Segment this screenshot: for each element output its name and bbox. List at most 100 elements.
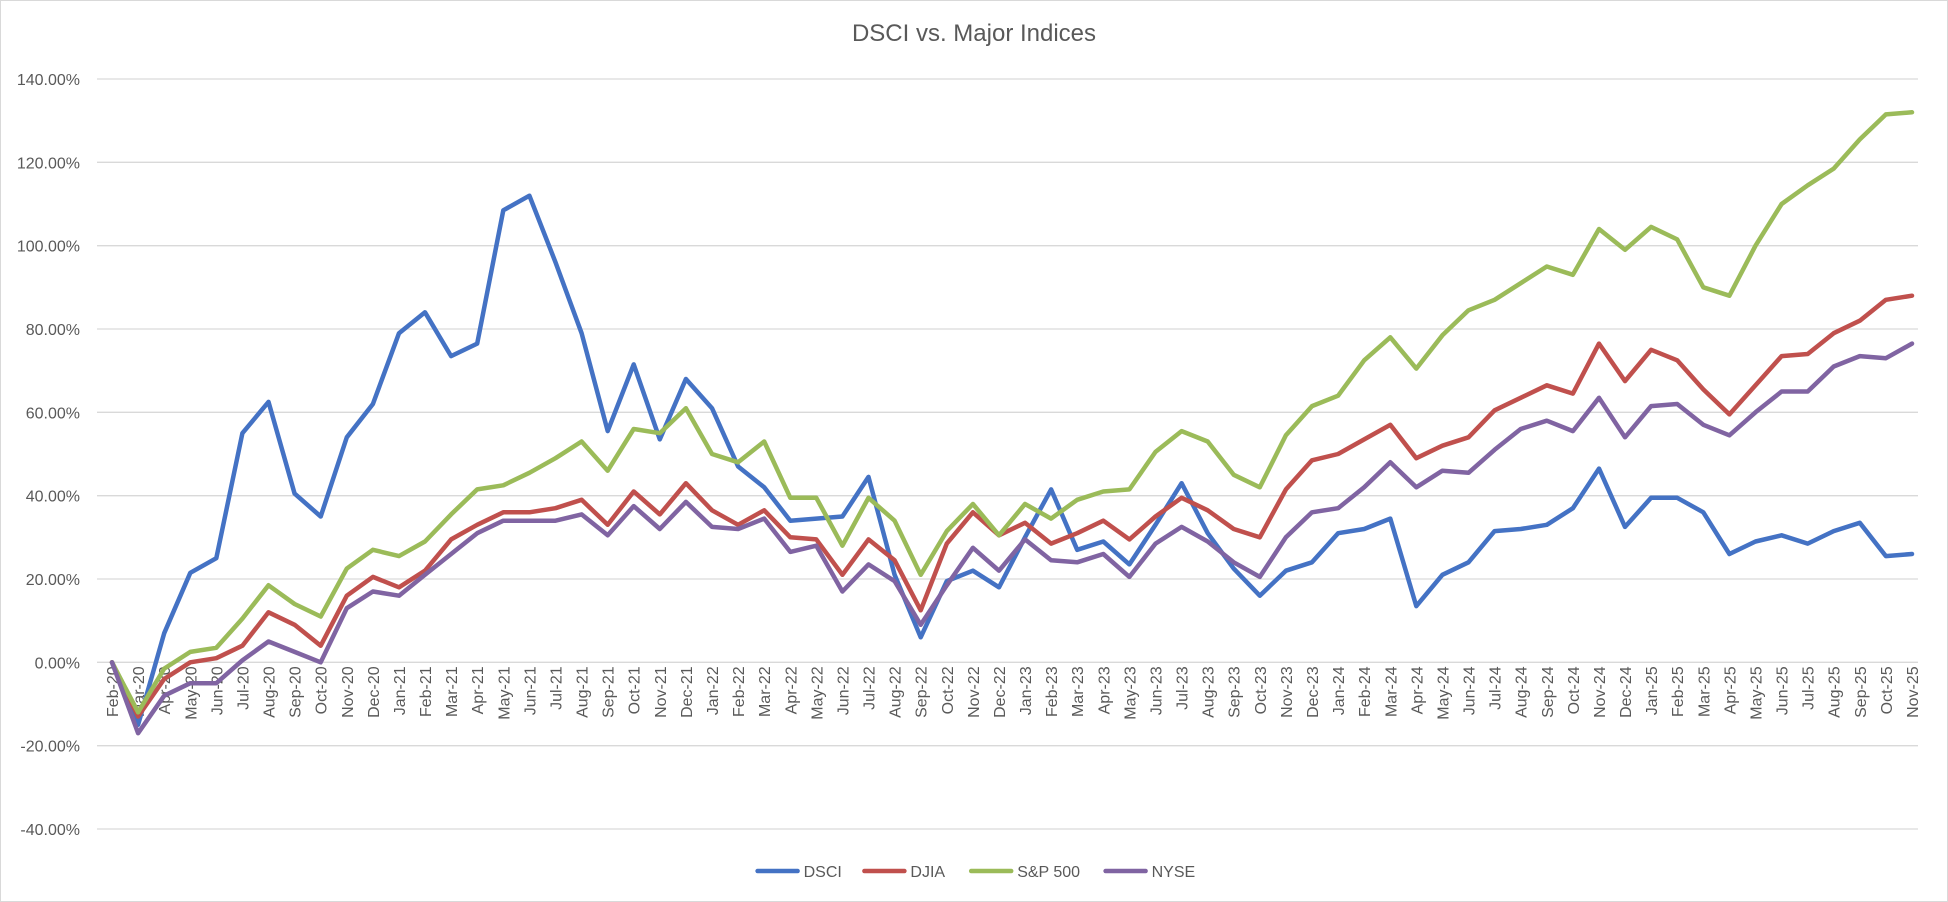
- data-point-dsci: [762, 485, 766, 489]
- data-point-djia: [1440, 444, 1444, 448]
- x-tick-label: May-21: [496, 666, 513, 719]
- x-tick-label: Apr-25: [1722, 666, 1739, 714]
- data-point-s-p-500: [240, 617, 244, 621]
- data-point-nyse: [319, 660, 323, 664]
- data-point-djia: [1467, 435, 1471, 439]
- series-lines: [109, 110, 1915, 736]
- data-point-s-p-500: [606, 469, 610, 473]
- data-point-dsci: [162, 631, 166, 635]
- x-tick-label: Mar-23: [1070, 666, 1087, 717]
- data-point-s-p-500: [1780, 202, 1784, 206]
- x-tick-label: Sep-21: [601, 666, 618, 718]
- x-tick-label: Apr-21: [470, 666, 487, 714]
- legend-label-nyse: NYSE: [1152, 864, 1196, 881]
- data-point-djia: [684, 481, 688, 485]
- x-tick-label: Jul-25: [1801, 666, 1818, 710]
- data-point-djia: [1127, 537, 1131, 541]
- x-tick-label: Jan-24: [1331, 666, 1348, 715]
- data-point-s-p-500: [1388, 335, 1392, 339]
- data-point-s-p-500: [1153, 450, 1157, 454]
- data-point-s-p-500: [1336, 394, 1340, 398]
- y-tick-label: -20.00%: [20, 739, 80, 756]
- data-point-dsci: [1075, 548, 1079, 552]
- x-tick-label: Dec-24: [1618, 666, 1635, 718]
- data-point-dsci: [1467, 560, 1471, 564]
- x-tick-label: Jun-24: [1462, 666, 1479, 715]
- data-point-nyse: [971, 546, 975, 550]
- data-point-djia: [762, 508, 766, 512]
- data-point-nyse: [1049, 558, 1053, 562]
- x-tick-label: Mar-22: [757, 666, 774, 717]
- data-point-djia: [1258, 535, 1262, 539]
- data-point-dsci: [267, 400, 271, 404]
- data-point-djia: [475, 523, 479, 527]
- data-point-s-p-500: [919, 573, 923, 577]
- series-line-nyse: [109, 341, 1915, 736]
- data-point-s-p-500: [1806, 183, 1810, 187]
- data-point-s-p-500: [1753, 244, 1757, 248]
- data-point-dsci: [1649, 496, 1653, 500]
- data-point-s-p-500: [971, 502, 975, 506]
- data-point-djia: [345, 594, 349, 598]
- data-point-nyse: [867, 562, 871, 566]
- data-point-djia: [1858, 319, 1862, 323]
- data-point-djia: [1388, 423, 1392, 427]
- data-point-nyse: [1780, 390, 1784, 393]
- data-point-nyse: [293, 650, 297, 654]
- data-point-nyse: [1884, 356, 1888, 360]
- data-point-s-p-500: [188, 650, 192, 654]
- data-point-nyse: [449, 552, 453, 556]
- data-point-djia: [1284, 487, 1288, 491]
- data-point-dsci: [1180, 481, 1184, 485]
- gridlines: [97, 78, 1918, 830]
- data-point-s-p-500: [1701, 285, 1705, 289]
- data-point-s-p-500: [736, 460, 740, 464]
- legend: DSCI DJIA S&P 500 NYSE: [755, 864, 1196, 881]
- x-tick-label: Apr-22: [783, 666, 800, 714]
- x-tick-label: Dec-21: [679, 666, 696, 718]
- data-point-djia: [397, 585, 401, 589]
- data-point-dsci: [240, 431, 244, 435]
- data-point-nyse: [893, 579, 897, 583]
- data-point-djia: [136, 715, 140, 718]
- data-point-s-p-500: [1101, 490, 1105, 493]
- data-point-dsci: [475, 342, 479, 346]
- data-point-djia: [1232, 527, 1236, 531]
- data-point-dsci: [893, 573, 897, 577]
- data-point-s-p-500: [814, 496, 818, 500]
- data-point-dsci: [658, 437, 662, 441]
- x-tick-label: Mar-21: [444, 666, 461, 717]
- data-point-dsci: [371, 402, 375, 406]
- data-point-dsci: [1493, 529, 1497, 533]
- x-tick-label: Sep-24: [1540, 666, 1557, 718]
- data-point-djia: [1727, 412, 1731, 416]
- data-point-djia: [1153, 515, 1157, 518]
- x-tick-label: Sep-22: [914, 666, 931, 718]
- data-point-dsci: [1232, 567, 1236, 571]
- x-tick-label: May-25: [1748, 666, 1765, 719]
- x-tick-label: Nov-20: [340, 666, 357, 718]
- data-point-nyse: [240, 658, 244, 662]
- data-point-s-p-500: [580, 440, 584, 443]
- x-tick-label: Jun-21: [522, 666, 539, 715]
- data-point-nyse: [1545, 419, 1549, 423]
- data-point-dsci: [919, 635, 923, 639]
- data-point-djia: [893, 558, 897, 562]
- x-tick-label: May-20: [183, 666, 200, 719]
- data-point-nyse: [1127, 575, 1131, 579]
- x-tick-label: Apr-23: [1096, 666, 1113, 714]
- chart-title: DSCI vs. Major Indices: [851, 20, 1097, 47]
- data-point-djia: [710, 508, 714, 512]
- data-point-djia: [1414, 456, 1418, 460]
- data-point-nyse: [214, 681, 218, 685]
- y-tick-label: 0.00%: [35, 655, 80, 672]
- data-point-nyse: [762, 517, 766, 521]
- data-point-s-p-500: [449, 512, 453, 516]
- x-tick-label: Jun-23: [1148, 666, 1165, 715]
- series-line-djia: [109, 293, 1915, 719]
- data-point-djia: [501, 510, 505, 514]
- x-tick-label: Aug-21: [575, 666, 592, 718]
- x-tick-label: Oct-22: [940, 666, 957, 714]
- data-point-s-p-500: [997, 533, 1001, 537]
